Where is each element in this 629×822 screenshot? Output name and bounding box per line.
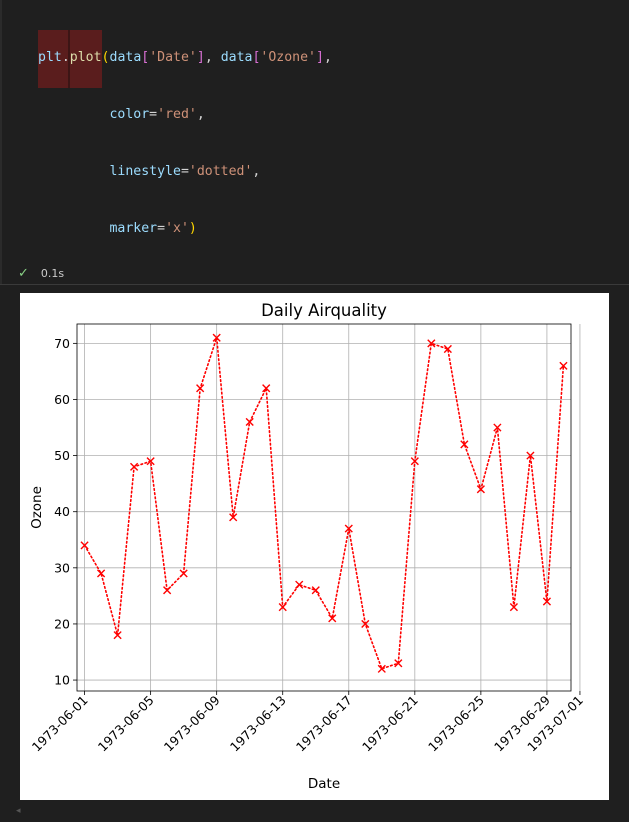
data-point-marker: [311, 586, 320, 595]
data-point-marker: [526, 451, 535, 460]
cell-divider: [0, 284, 629, 285]
data-point-marker: [179, 569, 188, 578]
data-point-marker: [113, 631, 122, 640]
data-point-marker: [361, 619, 370, 629]
y-tick-label: 60: [54, 392, 70, 407]
data-point-marker: [96, 569, 106, 578]
x-axis-label: Date: [308, 776, 340, 792]
y-tick-label: 50: [54, 448, 70, 463]
data-point-marker: [278, 603, 287, 612]
data-point-marker: [394, 659, 403, 668]
data-point-marker: [476, 485, 485, 494]
code-line: plt.plot(data['Date'], data['Ozone'],: [38, 50, 332, 65]
data-point-marker: [196, 384, 205, 393]
data-point-marker: [460, 440, 469, 449]
y-tick-label: 10: [54, 673, 70, 688]
data-point-marker: [542, 597, 552, 606]
x-tick-label: 1973-06-17: [293, 693, 355, 755]
highlight-block: [38, 30, 102, 88]
code-line: linestyle='dotted',: [109, 164, 261, 179]
data-point-marker: [427, 339, 436, 348]
data-point-marker: [146, 457, 155, 466]
data-point-marker: [410, 457, 419, 466]
axes-frame: [76, 323, 572, 692]
data-point-marker: [377, 664, 386, 673]
chart-title: Daily Airquality: [261, 301, 387, 320]
data-point-marker: [80, 541, 89, 550]
data-point-marker: [163, 586, 172, 595]
data-point-marker: [245, 417, 254, 427]
data-point-marker: [212, 333, 221, 342]
y-tick-label: 30: [54, 560, 70, 575]
data-point-marker: [493, 423, 502, 432]
data-point-marker: [344, 524, 353, 533]
y-axis-label: Ozone: [29, 486, 45, 529]
x-tick-label: 1973-06-25: [425, 693, 487, 755]
code-line: marker='x'): [109, 221, 197, 236]
x-tick-label: 1973-06-21: [359, 693, 421, 755]
execution-time: 0.1s: [40, 266, 65, 280]
data-point-marker: [509, 603, 518, 612]
data-point-marker: [130, 462, 139, 471]
x-tick-label: 1973-06-05: [95, 693, 157, 755]
y-tick-label: 20: [54, 616, 70, 631]
data-point-marker: [262, 384, 271, 393]
execution-status: ✓ 0.1s: [18, 264, 64, 282]
data-point-marker: [229, 513, 238, 522]
x-tick-label: 1973-06-13: [227, 693, 289, 755]
data-point-marker: [443, 344, 452, 354]
check-icon: ✓: [18, 265, 29, 281]
x-tick-label: 1973-06-01: [29, 693, 91, 755]
plot-output: 10 20 30 40 50 60 70 1973-06-01 1973-06-05 1973-0…: [20, 293, 609, 800]
series-line: [83, 337, 565, 670]
y-tick-label: 70: [54, 336, 70, 351]
data-point-marker: [328, 614, 337, 623]
x-tick-label: 1973-06-09: [161, 692, 223, 754]
code-line: color='red',: [109, 107, 205, 122]
scroll-left-icon[interactable]: ◂: [16, 806, 21, 816]
code-cell[interactable]: plt.plot(data['Date'], data['Ozone'], co…: [0, 0, 629, 749]
data-point-marker: [295, 580, 304, 589]
y-tick-label: 40: [54, 504, 70, 519]
cell-edge: [0, 0, 2, 284]
data-point-marker: [559, 361, 568, 370]
